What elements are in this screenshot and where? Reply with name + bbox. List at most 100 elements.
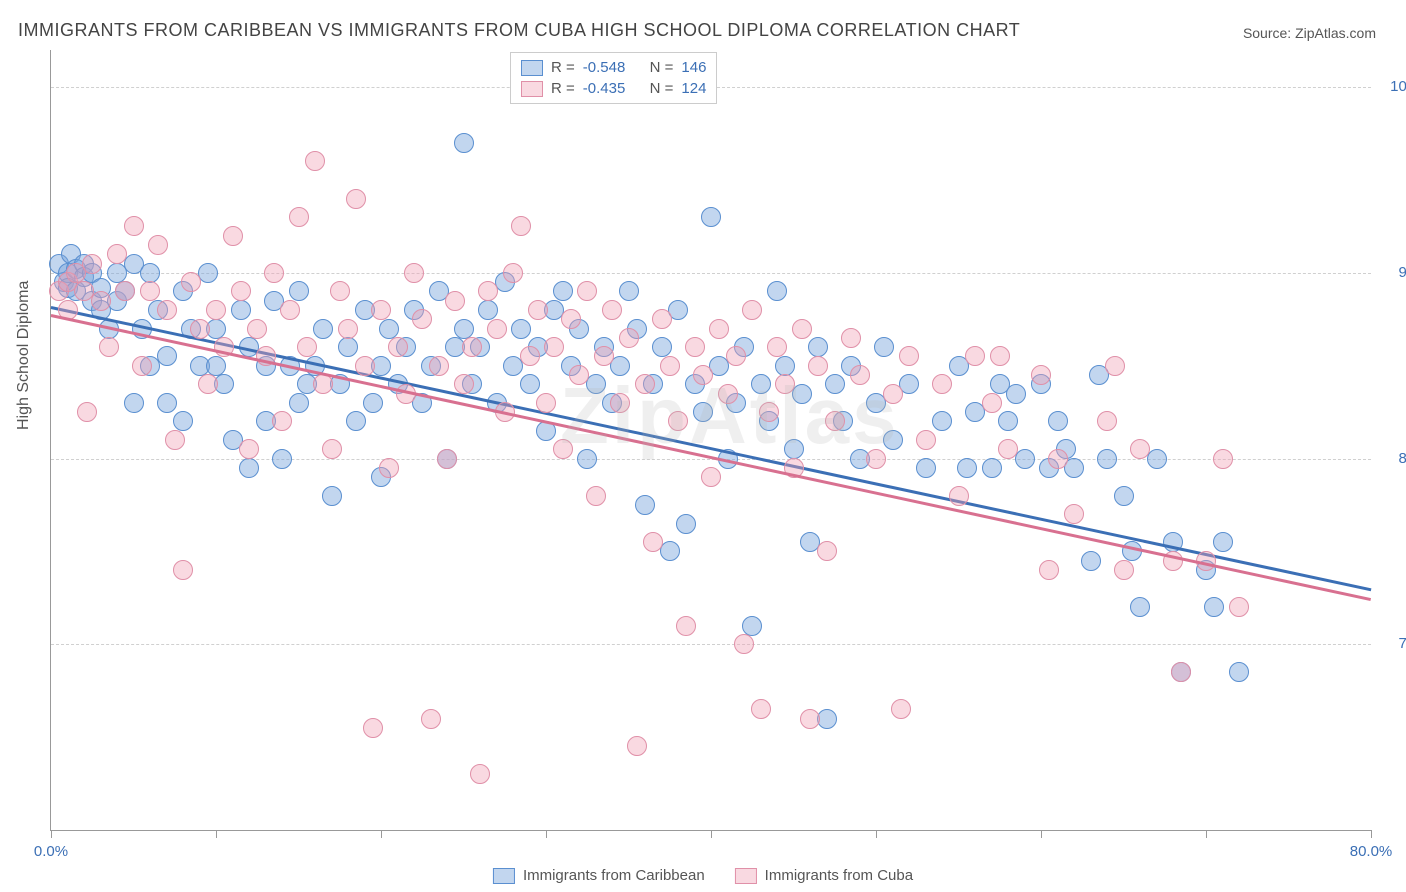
point-cuba	[676, 616, 696, 636]
swatch-blue-icon	[521, 60, 543, 76]
y-axis-label: High School Diploma	[15, 281, 33, 430]
point-cuba	[454, 374, 474, 394]
point-cuba	[289, 207, 309, 227]
point-cuba	[1130, 439, 1150, 459]
point-cuba	[643, 532, 663, 552]
point-cuba	[850, 365, 870, 385]
point-caribbean	[140, 263, 160, 283]
point-cuba	[742, 300, 762, 320]
point-cuba	[866, 449, 886, 469]
point-cuba	[602, 300, 622, 320]
point-cuba	[544, 337, 564, 357]
point-cuba	[462, 337, 482, 357]
point-cuba	[1105, 356, 1125, 376]
n-value-caribbean: 146	[681, 59, 706, 76]
point-cuba	[363, 718, 383, 738]
x-tick-label: 0.0%	[34, 843, 68, 860]
point-caribbean	[157, 393, 177, 413]
y-tick-label: 100.0%	[1381, 78, 1406, 95]
point-cuba	[998, 439, 1018, 459]
point-cuba	[693, 365, 713, 385]
swatch-pink-icon	[735, 868, 757, 884]
point-cuba	[379, 458, 399, 478]
stats-row-caribbean: R = -0.548 N = 146	[521, 57, 706, 78]
point-cuba	[487, 319, 507, 339]
point-caribbean	[693, 402, 713, 422]
point-cuba	[1213, 449, 1233, 469]
x-tick	[876, 830, 877, 838]
point-cuba	[157, 300, 177, 320]
x-tick	[711, 830, 712, 838]
point-caribbean	[322, 486, 342, 506]
n-label: N =	[650, 80, 674, 97]
point-caribbean	[577, 449, 597, 469]
point-caribbean	[619, 281, 639, 301]
point-caribbean	[1081, 551, 1101, 571]
point-cuba	[132, 356, 152, 376]
r-label: R =	[551, 59, 575, 76]
point-cuba	[322, 439, 342, 459]
point-cuba	[404, 263, 424, 283]
point-cuba	[1114, 560, 1134, 580]
point-cuba	[1031, 365, 1051, 385]
point-caribbean	[363, 393, 383, 413]
y-tick-label: 70.0%	[1381, 635, 1406, 652]
x-tick	[1206, 830, 1207, 838]
stats-row-cuba: R = -0.435 N = 124	[521, 78, 706, 99]
point-cuba	[899, 346, 919, 366]
point-cuba	[511, 216, 531, 236]
point-cuba	[421, 709, 441, 729]
point-cuba	[264, 263, 284, 283]
point-caribbean	[553, 281, 573, 301]
point-cuba	[313, 374, 333, 394]
point-caribbean	[454, 133, 474, 153]
point-cuba	[1048, 449, 1068, 469]
point-caribbean	[808, 337, 828, 357]
point-cuba	[767, 337, 787, 357]
point-cuba	[239, 439, 259, 459]
point-cuba	[330, 281, 350, 301]
point-cuba	[1064, 504, 1084, 524]
source-attribution: Source: ZipAtlas.com	[1243, 25, 1376, 41]
point-cuba	[99, 337, 119, 357]
source-label: Source:	[1243, 25, 1295, 41]
chart-title: IMMIGRANTS FROM CARIBBEAN VS IMMIGRANTS …	[18, 20, 1020, 41]
n-value-cuba: 124	[681, 80, 706, 97]
point-cuba	[610, 393, 630, 413]
x-tick	[381, 830, 382, 838]
point-cuba	[949, 486, 969, 506]
point-cuba	[586, 486, 606, 506]
x-tick	[546, 830, 547, 838]
point-cuba	[891, 699, 911, 719]
point-cuba	[1171, 662, 1191, 682]
point-cuba	[165, 430, 185, 450]
point-cuba	[652, 309, 672, 329]
r-label: R =	[551, 80, 575, 97]
point-cuba	[173, 560, 193, 580]
point-cuba	[388, 337, 408, 357]
point-cuba	[198, 374, 218, 394]
point-cuba	[817, 541, 837, 561]
point-caribbean	[478, 300, 498, 320]
point-cuba	[775, 374, 795, 394]
point-cuba	[371, 300, 391, 320]
point-cuba	[718, 384, 738, 404]
point-caribbean	[289, 393, 309, 413]
point-cuba	[190, 319, 210, 339]
point-cuba	[247, 319, 267, 339]
point-caribbean	[239, 458, 259, 478]
point-caribbean	[1048, 411, 1068, 431]
point-cuba	[536, 393, 556, 413]
point-caribbean	[742, 616, 762, 636]
point-cuba	[115, 281, 135, 301]
point-cuba	[569, 365, 589, 385]
point-caribbean	[520, 374, 540, 394]
point-cuba	[916, 430, 936, 450]
point-caribbean	[379, 319, 399, 339]
point-caribbean	[767, 281, 787, 301]
point-caribbean	[775, 356, 795, 376]
x-tick-label: 80.0%	[1350, 843, 1393, 860]
point-cuba	[792, 319, 812, 339]
x-tick	[1371, 830, 1372, 838]
n-label: N =	[650, 59, 674, 76]
